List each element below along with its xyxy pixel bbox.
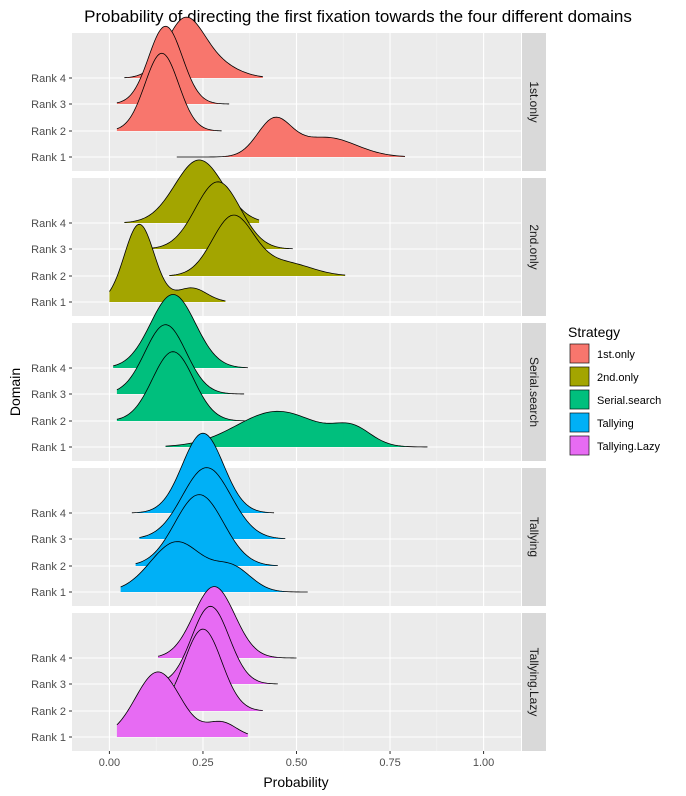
ridge-outline (169, 214, 346, 276)
x-tick-label: 0.75 (379, 757, 400, 769)
ridge-outline (120, 541, 308, 593)
y-tick-label: Rank 2 (31, 561, 66, 573)
y-tick-label: Rank 4 (31, 218, 66, 230)
ridge-rank-1 (109, 224, 226, 302)
ridge-rank-2 (169, 215, 346, 276)
y-tick-label: Rank 2 (31, 706, 66, 718)
ridge-outline (157, 586, 297, 659)
ridge-outline (109, 223, 226, 302)
y-tick-label: Rank 1 (31, 152, 66, 164)
panel-serial-search: Rank 1 Rank 2 Rank 3 Rank 4 Serial.search (31, 294, 546, 461)
y-tick-label: Rank 3 (31, 534, 66, 546)
legend-swatch (569, 389, 590, 410)
legend-label: Serial.search (597, 395, 661, 407)
facet-strip-label: Tallying.Lazy (527, 648, 541, 717)
x-axis-title: Probability (263, 774, 328, 790)
ridge-outline (139, 467, 286, 540)
facet-strip (522, 613, 546, 751)
y-tick-label: Rank 4 (31, 363, 66, 375)
legend: Strategy 1st.only 2nd.only Serial.search Ta… (568, 324, 661, 456)
facet-strip-label: Tallying (527, 517, 541, 557)
ridge-outline (165, 628, 263, 711)
legend-label: 2nd.only (597, 372, 639, 384)
y-tick-label: Rank 1 (31, 442, 66, 454)
panel-1st-only: Rank 1 Rank 2 Rank 3 Rank 4 1st.only (31, 16, 546, 171)
legend-swatch (569, 343, 590, 364)
facet-strip (522, 323, 546, 461)
y-tick-label: Rank 1 (31, 297, 66, 309)
ridge-outline (157, 605, 278, 685)
panel-tallying-lazy: Rank 1 Rank 2 Rank 3 Rank 4 Tallying.Lazy (31, 586, 546, 751)
facet-strip-label: 2nd.only (527, 224, 541, 269)
legend-label: Tallying (597, 418, 634, 430)
ridge-outline (113, 294, 248, 369)
ridge-rank-2 (116, 53, 222, 131)
y-tick-label: Rank 4 (31, 653, 66, 665)
ridge-outline (176, 116, 406, 158)
y-tick-label: Rank 4 (31, 73, 66, 85)
y-tick-label: Rank 1 (31, 587, 66, 599)
ridge-outline (135, 494, 278, 567)
x-axis: 0.00 0.25 0.50 0.75 1.00 (99, 751, 494, 769)
ridge-rank-1 (120, 541, 308, 592)
x-tick-label: 0.25 (192, 757, 213, 769)
ridge-rank-1 (165, 411, 428, 447)
ridge-outline (131, 432, 275, 514)
legend-swatch (569, 366, 590, 387)
y-tick-label: Rank 2 (31, 271, 66, 283)
x-tick-label: 0.50 (286, 757, 307, 769)
ridge-outline (116, 52, 222, 132)
y-tick-label: Rank 3 (31, 99, 66, 111)
legend-swatch (569, 412, 590, 433)
facet-strip (522, 178, 546, 316)
legend-label: Tallying.Lazy (597, 441, 660, 453)
facet-strip (522, 33, 546, 171)
x-tick-label: 1.00 (473, 757, 494, 769)
legend-swatch (569, 435, 590, 456)
ridge-rank-2 (165, 629, 263, 711)
facet-strip (522, 468, 546, 606)
chart-title: Probability of directing the first fixat… (84, 7, 632, 26)
y-tick-label: Rank 3 (31, 679, 66, 691)
panel-2nd-only: Rank 1 Rank 2 Rank 3 Rank 4 2nd.only (31, 159, 546, 316)
y-tick-label: Rank 3 (31, 244, 66, 256)
y-tick-label: Rank 1 (31, 732, 66, 744)
legend-title: Strategy (568, 324, 620, 340)
ridge-rank-1 (176, 117, 406, 157)
ridge-rank-3 (150, 181, 293, 249)
y-tick-label: Rank 4 (31, 508, 66, 520)
ridge-outline (116, 351, 248, 422)
ridge-outline (116, 25, 230, 105)
ridge-outline (116, 671, 249, 735)
y-tick-label: Rank 2 (31, 126, 66, 138)
x-tick-label: 0.00 (99, 757, 120, 769)
y-axis-title: Domain (7, 368, 23, 416)
ridge-rank-1 (116, 671, 248, 737)
y-tick-label: Rank 2 (31, 416, 66, 428)
ridge-rank-2 (116, 351, 248, 421)
facet-strip-label: Serial.search (527, 357, 541, 427)
ridge-outline (150, 181, 293, 250)
legend-label: 1st.only (597, 349, 635, 361)
panel-tallying: Rank 1 Rank 2 Rank 3 Rank 4 Tallying (31, 432, 546, 606)
ridge-outline (116, 324, 245, 395)
y-tick-label: Rank 3 (31, 389, 66, 401)
facet-strip-label: 1st.only (527, 81, 541, 122)
